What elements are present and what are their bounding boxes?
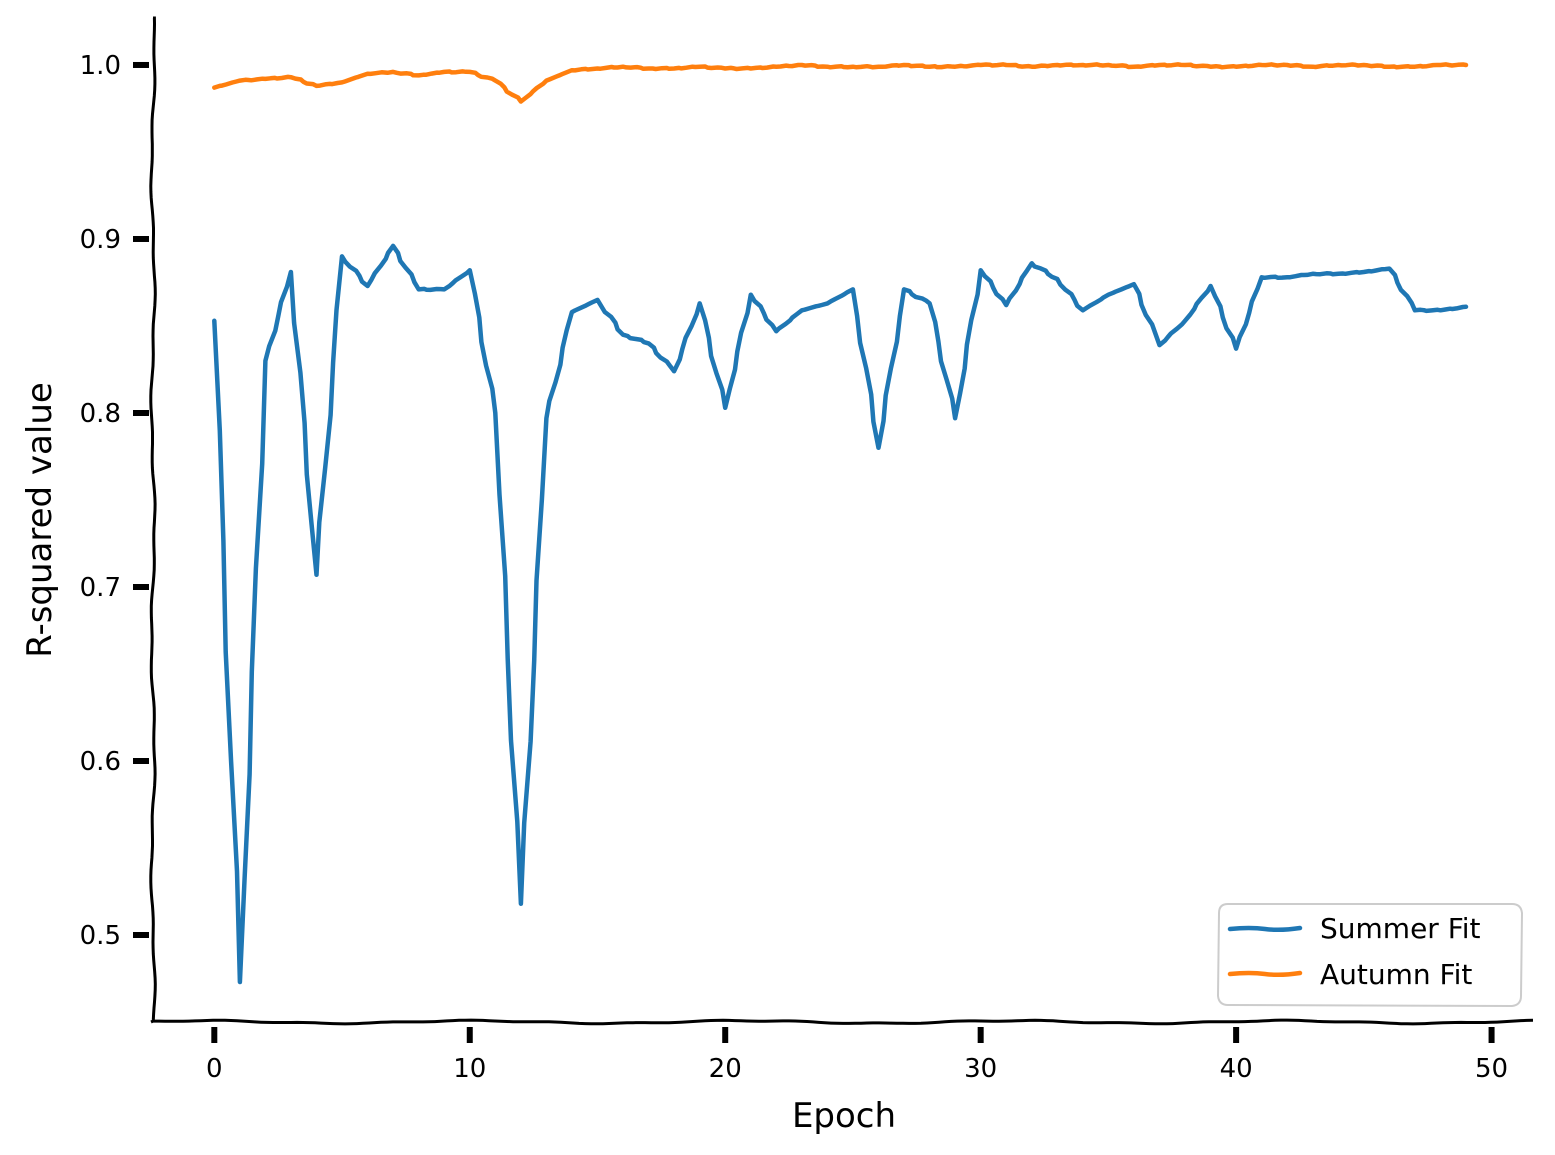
y-tick-label: 0.7 (80, 573, 121, 603)
x-tick-label: 50 (1475, 1054, 1508, 1084)
x-tick-label: 20 (709, 1054, 742, 1084)
series-line-autumn-fit (212, 62, 1469, 104)
x-axis-line (150, 1018, 1534, 1026)
ticks-layer: 0 10 20 30 40 50 0.5 0.6 0.7 0.8 0.9 1.0 (80, 51, 1508, 1084)
y-tick-label: 0.5 (80, 921, 121, 951)
y-tick-label: 0.6 (80, 747, 121, 777)
y-tick-label: 0.9 (80, 225, 121, 255)
legend: Summer Fit Autumn Fit (1216, 903, 1524, 1008)
series-line-summer-fit (212, 243, 1469, 985)
x-axis-label: Epoch (792, 1096, 896, 1136)
y-tick-label: 1.0 (80, 51, 121, 81)
axes (149, 16, 1534, 1026)
x-tick-label: 30 (964, 1054, 997, 1084)
legend-label-autumn-fit: Autumn Fit (1320, 958, 1472, 991)
legend-label-summer-fit: Summer Fit (1320, 912, 1481, 945)
x-tick-label: 10 (453, 1054, 486, 1084)
legend-swatch-summer-fit (1227, 925, 1303, 933)
series-layer (212, 62, 1469, 985)
y-axis-label: R-squared value (20, 382, 60, 658)
legend-swatch-autumn-fit (1227, 970, 1303, 978)
x-tick-label: 40 (1220, 1054, 1253, 1084)
x-tick-label: 0 (206, 1054, 223, 1084)
y-tick-label: 0.8 (80, 399, 121, 429)
y-axis-line (149, 16, 157, 1021)
